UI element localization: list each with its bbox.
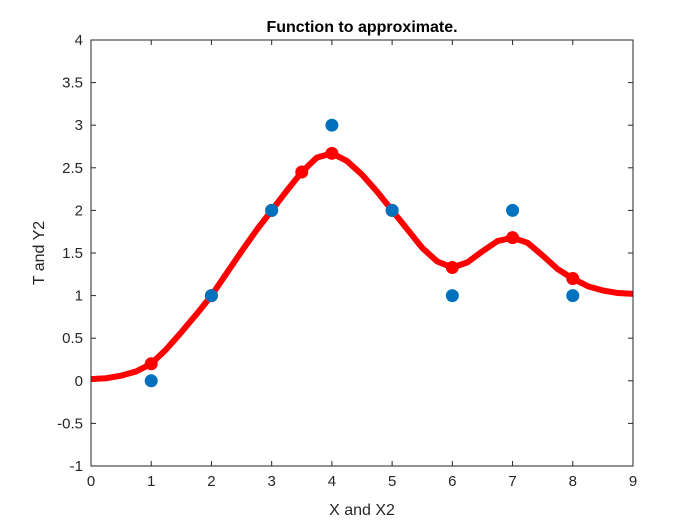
target-point xyxy=(204,289,218,303)
approximation-point xyxy=(506,231,520,245)
x-tick-label: 0 xyxy=(87,473,95,490)
y-tick-label: 0 xyxy=(75,373,83,390)
y-tick-label: 1.5 xyxy=(62,245,83,262)
x-tick-label: 9 xyxy=(629,473,637,490)
x-tick-label: 6 xyxy=(448,473,456,490)
approximation-point xyxy=(566,272,580,286)
x-tick-label: 4 xyxy=(328,473,336,490)
approximation-curve xyxy=(90,150,634,383)
x-tick-label: 5 xyxy=(388,473,396,490)
approximation-point xyxy=(144,357,158,371)
target-point xyxy=(445,289,459,303)
y-axis-label: T and Y2 xyxy=(31,221,48,285)
x-tick-label: 2 xyxy=(207,473,215,490)
target-point xyxy=(144,374,158,388)
plot-area xyxy=(91,40,633,466)
y-tick-label: 1 xyxy=(75,288,83,305)
y-tick-label: 4 xyxy=(75,32,83,49)
y-tick-label: -0.5 xyxy=(57,415,83,432)
y-tick-label: 3.5 xyxy=(62,75,83,92)
plot-frame xyxy=(90,39,634,467)
y-tick-label: 3 xyxy=(75,117,83,134)
target-point xyxy=(385,203,399,217)
tick-labels: 0 1 2 3 4 5 6 7 8 9 -1 -0.5 0 0.5 1 1.5 2 2.5 3 3.5 4 xyxy=(57,32,637,490)
approximation-point xyxy=(325,146,339,160)
target-point xyxy=(325,118,339,132)
series-layer xyxy=(90,118,634,388)
target-point xyxy=(265,203,279,217)
y-tick-label: 2 xyxy=(75,202,83,219)
target-point xyxy=(506,203,520,217)
x-tick-label: 7 xyxy=(508,473,516,490)
chart-title: Function to approximate. xyxy=(266,19,457,36)
approximation-point xyxy=(295,165,309,179)
x-tick-label: 3 xyxy=(267,473,275,490)
y-tick-label: 0.5 xyxy=(62,330,83,347)
y-tick-label: -1 xyxy=(70,458,83,475)
approximation-point xyxy=(445,260,459,274)
x-tick-label: 8 xyxy=(569,473,577,490)
x-tick-label: 1 xyxy=(147,473,155,490)
y-tick-label: 2.5 xyxy=(62,160,83,177)
target-point xyxy=(566,289,580,303)
x-axis-label: X and X2 xyxy=(329,502,395,519)
